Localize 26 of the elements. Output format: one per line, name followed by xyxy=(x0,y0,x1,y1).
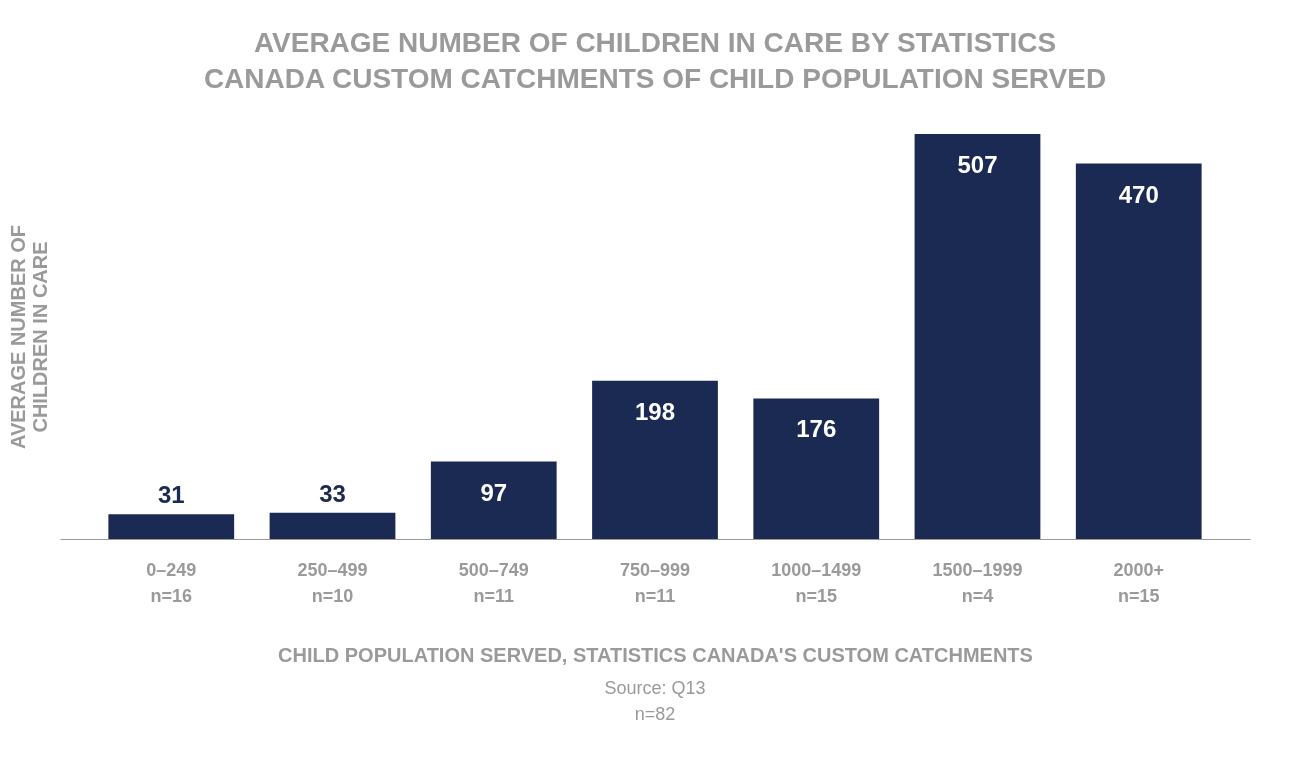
x-axis-title: CHILD POPULATION SERVED, STATISTICS CANADA'S CUSTOM CATCHMENTS xyxy=(278,643,1033,666)
x-tick-label: 2000+ n=15 xyxy=(1113,559,1165,606)
bar xyxy=(108,514,235,539)
data-label: 31 xyxy=(157,481,185,509)
bar xyxy=(592,380,718,539)
bar xyxy=(1075,163,1202,539)
x-tick-label: 0–249 n=16 xyxy=(146,559,197,606)
bar xyxy=(430,461,557,539)
x-tick-label: 1000–1499 n=15 xyxy=(771,559,862,606)
bar xyxy=(914,134,1041,539)
y-axis-title: AVERAGE NUMBER OF CHILDREN IN CARE xyxy=(6,224,51,450)
data-label: 97 xyxy=(480,478,508,506)
bar xyxy=(753,398,880,539)
data-label: 176 xyxy=(796,415,837,443)
x-tick-label: 750–999 n=11 xyxy=(619,559,691,606)
x-tick-label: 1500–1999 n=4 xyxy=(932,559,1023,606)
source-note: Source: Q13 xyxy=(604,678,706,698)
data-label: 33 xyxy=(319,479,346,507)
bar xyxy=(269,512,396,539)
chart-title: AVERAGE NUMBER OF CHILDREN IN CARE BY STATISTICS CANADA CUSTOM CATCHMENTS OF CHILD POPULATION SERVED xyxy=(203,27,1107,94)
x-tick-label: 500–749 n=11 xyxy=(458,559,529,606)
text: n=82 xyxy=(634,704,676,724)
data-label: 507 xyxy=(957,151,998,178)
data-label: 470 xyxy=(1118,180,1159,208)
x-tick-label: 250–499 n=10 xyxy=(297,559,368,606)
data-label: 198 xyxy=(634,397,676,425)
